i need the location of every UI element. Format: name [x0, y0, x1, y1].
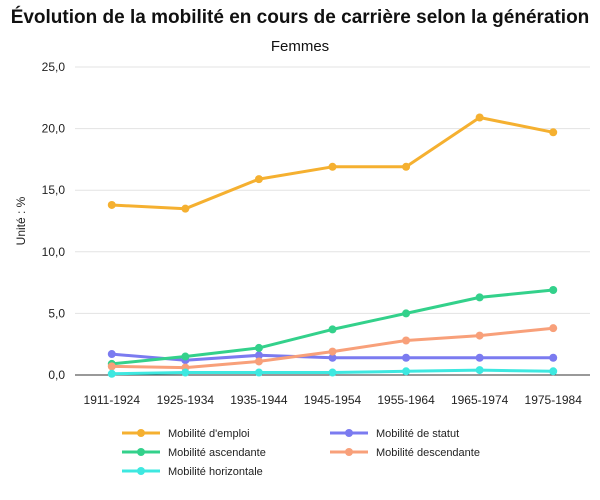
- data-point: [107, 350, 116, 359]
- y-tick-label: 25,0: [42, 60, 66, 74]
- legend-item-label[interactable]: Mobilité descendante: [376, 447, 480, 459]
- legend-marker[interactable]: [137, 429, 145, 437]
- x-tick-label: 1945-1954: [304, 393, 362, 407]
- data-point: [254, 343, 263, 352]
- legend-marker[interactable]: [137, 467, 145, 475]
- legend-marker[interactable]: [137, 448, 145, 456]
- data-point: [549, 353, 558, 362]
- data-point: [107, 369, 116, 378]
- x-tick-label: 1955-1964: [377, 393, 435, 407]
- data-point: [549, 128, 558, 137]
- data-point: [402, 336, 411, 345]
- legend-marker[interactable]: [345, 448, 353, 456]
- x-tick-label: 1925-1934: [157, 393, 215, 407]
- y-tick-label: 0,0: [48, 368, 65, 382]
- data-point: [328, 325, 337, 334]
- chart-subtitle: Femmes: [270, 38, 330, 55]
- data-point: [549, 367, 558, 376]
- y-tick-label: 15,0: [42, 183, 66, 197]
- data-point: [402, 309, 411, 318]
- data-point: [254, 357, 263, 366]
- data-point: [402, 162, 411, 171]
- x-tick-label: 1975-1984: [525, 393, 583, 407]
- data-point: [475, 366, 484, 375]
- legend-item-label[interactable]: Mobilité horizontale: [168, 466, 263, 478]
- data-point: [254, 368, 263, 377]
- data-point: [328, 368, 337, 377]
- legend-item-label[interactable]: Mobilité ascendante: [168, 447, 266, 459]
- data-point: [475, 353, 484, 362]
- data-point: [328, 353, 337, 362]
- data-point: [181, 352, 190, 361]
- legend-marker[interactable]: [345, 429, 353, 437]
- data-point: [475, 331, 484, 340]
- data-point: [549, 285, 558, 294]
- data-point: [181, 368, 190, 377]
- data-point: [475, 293, 484, 302]
- data-point: [254, 175, 263, 184]
- y-tick-label: 20,0: [42, 122, 66, 136]
- legend-item-label[interactable]: Mobilité de statut: [376, 428, 459, 440]
- data-point: [402, 367, 411, 376]
- y-axis-title: Unité : %: [14, 196, 28, 245]
- data-point: [549, 324, 558, 333]
- data-point: [328, 347, 337, 356]
- y-tick-label: 10,0: [42, 245, 66, 259]
- data-point: [107, 200, 116, 209]
- data-point: [181, 204, 190, 213]
- chart-title: Évolution de la mobilité en cours de car…: [10, 7, 590, 28]
- x-tick-label: 1935-1944: [230, 393, 288, 407]
- legend-item-label[interactable]: Mobilité d'emploi: [168, 428, 250, 440]
- y-tick-label: 5,0: [48, 306, 65, 320]
- x-tick-label: 1911-1924: [84, 393, 141, 407]
- x-tick-label: 1965-1974: [451, 393, 509, 407]
- data-point: [475, 113, 484, 122]
- data-point: [254, 351, 263, 360]
- data-point: [328, 162, 337, 171]
- data-point: [107, 362, 116, 371]
- data-point: [402, 353, 411, 362]
